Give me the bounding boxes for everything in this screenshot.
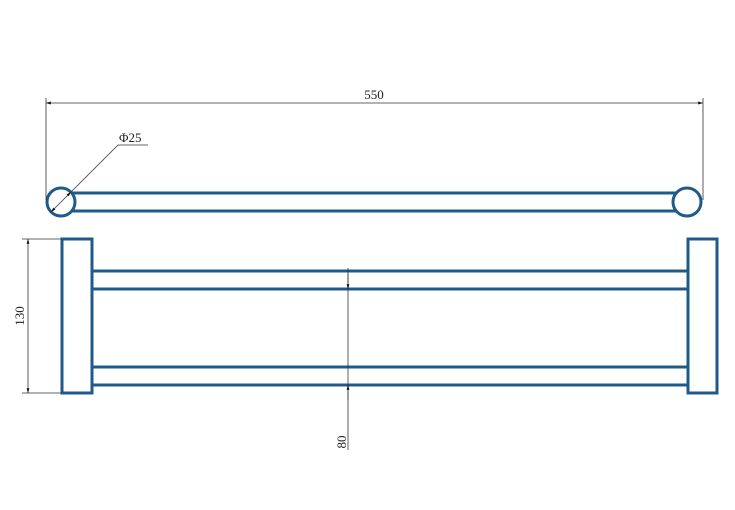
height-dimension: 130: [12, 238, 62, 394]
spacing-dimension: 80: [334, 268, 350, 450]
lower-rail: [90, 365, 690, 387]
length-dimension: 550: [45, 87, 704, 200]
top-view: [45, 186, 703, 218]
right-bracket: [686, 237, 719, 395]
diameter-dimension: Φ25: [50, 130, 148, 213]
length-label: 550: [364, 87, 384, 102]
front-view: [60, 237, 719, 395]
right-mount-circle: [671, 186, 703, 218]
spacing-label: 80: [334, 436, 349, 449]
diameter-label: Φ25: [119, 130, 142, 145]
upper-rail: [90, 269, 690, 291]
height-label: 130: [12, 306, 27, 326]
top-view-rail: [68, 191, 682, 213]
left-bracket: [60, 237, 94, 395]
